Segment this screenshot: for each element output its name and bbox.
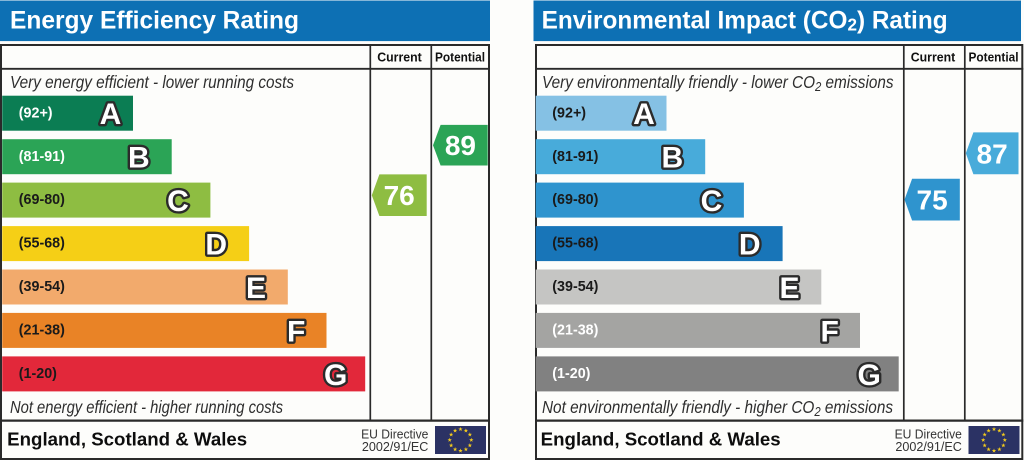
svg-text:Current: Current: [377, 49, 422, 64]
svg-text:B: B: [128, 142, 150, 175]
svg-text:E: E: [246, 272, 266, 305]
svg-text:(92+): (92+): [19, 105, 53, 121]
svg-text:A: A: [100, 98, 122, 131]
svg-text:EU Directive: EU Directive: [895, 426, 962, 441]
svg-text:England, Scotland & Wales: England, Scotland & Wales: [541, 429, 781, 450]
svg-text:(21-38): (21-38): [19, 323, 65, 339]
svg-text:Not energy efficient - higher: Not energy efficient - higher running co…: [10, 397, 283, 417]
svg-text:G: G: [324, 359, 347, 392]
svg-text:(55-68): (55-68): [19, 236, 65, 252]
svg-text:(69-80): (69-80): [552, 192, 598, 208]
svg-text:F: F: [287, 315, 305, 348]
svg-text:E: E: [779, 272, 799, 305]
svg-text:89: 89: [445, 130, 476, 161]
svg-text:Energy Efficiency Rating: Energy Efficiency Rating: [10, 7, 299, 35]
svg-text:(21-38): (21-38): [552, 323, 598, 339]
svg-text:England, Scotland & Wales: England, Scotland & Wales: [7, 429, 247, 450]
svg-text:D: D: [205, 229, 227, 262]
svg-text:2002/91/EC: 2002/91/EC: [362, 439, 429, 454]
svg-text:Potential: Potential: [969, 49, 1019, 64]
svg-text:B: B: [662, 142, 684, 175]
svg-text:Current: Current: [911, 49, 956, 64]
svg-text:2002/91/EC: 2002/91/EC: [895, 439, 962, 454]
svg-text:76: 76: [384, 180, 415, 211]
svg-text:Not environmentally friendly -: Not environmentally friendly - higher CO…: [542, 397, 893, 419]
svg-text:D: D: [739, 229, 761, 262]
svg-text:EU Directive: EU Directive: [361, 426, 428, 441]
svg-text:(39-54): (39-54): [19, 279, 65, 295]
svg-text:Very energy efficient - lower: Very energy efficient - lower running co…: [10, 72, 294, 92]
svg-text:(39-54): (39-54): [552, 279, 598, 295]
svg-text:Very environmentally friendly: Very environmentally friendly - lower CO…: [542, 72, 894, 94]
svg-text:(81-91): (81-91): [19, 149, 65, 165]
svg-text:(55-68): (55-68): [552, 236, 598, 252]
svg-text:(81-91): (81-91): [552, 149, 598, 165]
svg-text:C: C: [701, 185, 723, 218]
svg-text:(69-80): (69-80): [19, 192, 65, 208]
svg-text:A: A: [633, 98, 655, 131]
svg-text:(92+): (92+): [552, 105, 586, 121]
svg-text:C: C: [167, 185, 189, 218]
svg-text:Potential: Potential: [435, 49, 485, 64]
svg-text:G: G: [857, 359, 880, 392]
svg-text:87: 87: [977, 138, 1008, 169]
svg-text:(1-20): (1-20): [19, 366, 57, 382]
svg-text:75: 75: [917, 185, 948, 216]
svg-text:Environmental Impact (CO2) Rat: Environmental Impact (CO2) Rating: [542, 7, 948, 35]
svg-text:(1-20): (1-20): [552, 366, 590, 382]
svg-text:F: F: [820, 315, 838, 348]
